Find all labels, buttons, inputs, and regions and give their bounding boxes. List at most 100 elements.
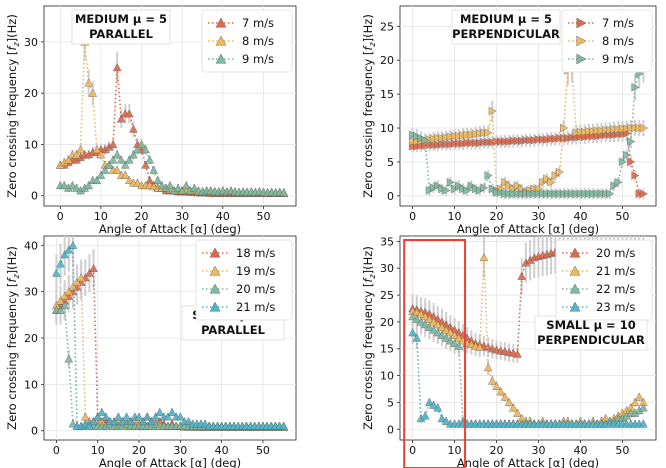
data-point: [129, 150, 138, 159]
data-point: [505, 137, 514, 146]
y-tick-label: 10: [380, 370, 394, 383]
data-point: [610, 125, 619, 134]
data-point: [433, 320, 443, 329]
data-point: [455, 131, 464, 141]
data-point: [112, 63, 122, 72]
data-point: [560, 189, 569, 199]
data-point: [467, 181, 476, 190]
y-axis-label: Zero crossing frequency [fz](Hz): [361, 246, 377, 430]
x-tick-label: 0: [57, 210, 64, 223]
data-point: [408, 328, 417, 337]
data-point: [614, 125, 623, 134]
x-tick-label: 10: [448, 444, 462, 457]
data-point: [513, 189, 522, 199]
data-point: [518, 189, 527, 199]
data-point: [501, 137, 510, 146]
data-point: [125, 109, 134, 118]
legend-marker: [215, 35, 227, 46]
data-point: [104, 160, 114, 169]
data-point: [484, 171, 493, 180]
data-point: [585, 189, 594, 199]
data-point: [93, 412, 103, 421]
data-point: [631, 171, 640, 180]
data-point: [543, 174, 552, 184]
data-point: [492, 137, 501, 146]
panel-title-line: PARALLEL: [201, 323, 266, 337]
data-point: [116, 114, 126, 123]
x-tick-label: 20: [490, 210, 504, 223]
legend-marker: [569, 265, 581, 276]
data-point: [155, 407, 165, 416]
panel-title-line: MEDIUM μ = 5: [460, 12, 552, 26]
data-point: [581, 127, 590, 137]
data-point: [492, 188, 501, 197]
data-point: [446, 139, 455, 149]
legend-label: 22 m/s: [596, 282, 635, 296]
y-tick-label: 5: [387, 396, 394, 409]
data-point: [484, 137, 493, 147]
data-point: [88, 88, 98, 97]
data-point: [639, 189, 648, 199]
data-point: [446, 177, 455, 187]
x-tick-label: 10: [448, 210, 462, 223]
legend-box: [195, 239, 293, 321]
data-point: [412, 314, 422, 323]
data-point: [125, 175, 134, 184]
data-point: [109, 417, 119, 426]
data-point: [560, 123, 569, 133]
legend-box: [561, 9, 653, 73]
data-point: [568, 189, 577, 199]
data-point: [138, 417, 148, 426]
data-point: [112, 150, 122, 159]
data-point: [597, 126, 606, 136]
data-point: [118, 417, 127, 426]
data-point: [84, 181, 94, 190]
data-point: [459, 184, 468, 194]
data-point: [635, 123, 644, 133]
data-point: [279, 188, 289, 197]
x-tick-label: 0: [409, 444, 416, 457]
data-point: [433, 403, 443, 412]
data-point: [145, 155, 155, 164]
legend-marker: [569, 301, 581, 312]
x-tick-label: 0: [53, 444, 60, 457]
x-tick-label: 10: [91, 444, 105, 457]
x-tick-label: 50: [256, 210, 270, 223]
data-point: [463, 186, 472, 195]
y-tick-label: 20: [380, 54, 394, 67]
data-point: [64, 287, 74, 296]
data-point: [479, 253, 489, 262]
panel-title-box: [451, 9, 561, 45]
data-point: [72, 150, 81, 159]
data-point: [513, 136, 522, 146]
x-axis-label: Angle of Attack [α] (deg): [457, 222, 599, 236]
data-point: [488, 106, 497, 116]
data-point: [610, 130, 619, 140]
data-point: [530, 135, 539, 145]
data-point: [413, 131, 422, 141]
data-point: [120, 160, 130, 169]
data-point: [505, 189, 514, 199]
data-point: [64, 245, 74, 254]
y-tick-label: 10: [380, 122, 394, 135]
data-point: [133, 178, 142, 187]
data-point: [496, 387, 506, 396]
data-point: [442, 133, 451, 142]
data-point: [437, 414, 447, 423]
data-point: [576, 189, 585, 199]
data-point: [429, 134, 438, 144]
data-point: [441, 333, 451, 342]
data-point: [163, 412, 173, 421]
data-point: [421, 135, 430, 145]
data-point: [454, 333, 464, 342]
data-point: [85, 421, 94, 430]
data-point: [437, 322, 447, 331]
data-point: [429, 400, 438, 409]
data-point: [560, 133, 569, 143]
data-point: [416, 317, 426, 326]
data-point: [631, 83, 640, 92]
data-point: [551, 171, 560, 180]
data-point: [551, 189, 560, 199]
data-point: [434, 181, 443, 190]
